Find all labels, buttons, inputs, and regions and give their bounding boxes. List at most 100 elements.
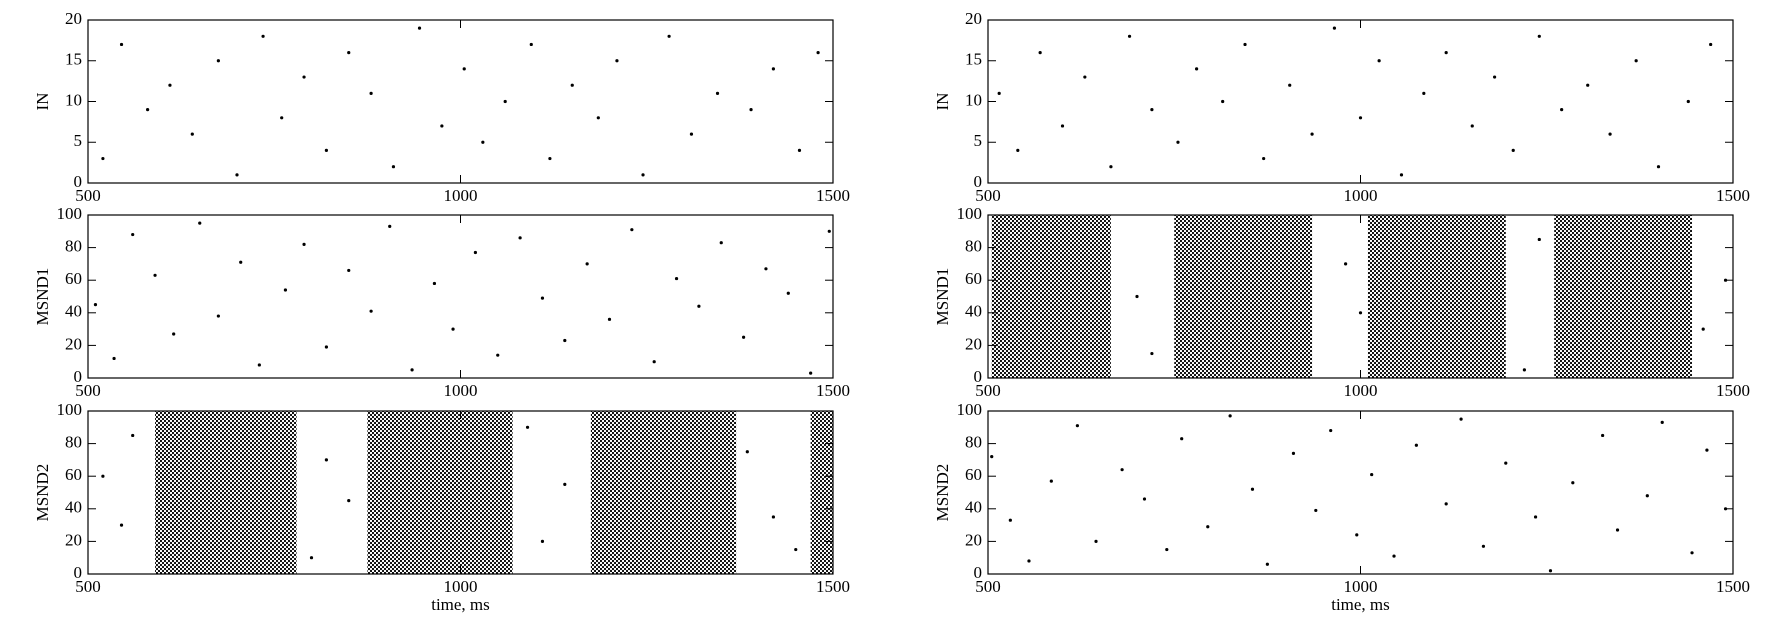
x-tick-label: 1000 xyxy=(444,381,478,400)
y-tick-label: 80 xyxy=(65,433,82,452)
spike xyxy=(809,371,813,375)
y-axis-label: MSND2 xyxy=(933,464,952,522)
y-tick-label: 15 xyxy=(65,50,82,69)
spike xyxy=(198,221,202,225)
spike xyxy=(119,523,124,527)
spike xyxy=(391,165,396,169)
spike xyxy=(816,51,820,55)
spike xyxy=(1165,547,1169,552)
spike xyxy=(1291,451,1296,455)
spike xyxy=(1656,165,1661,169)
x-tick-label: 500 xyxy=(75,186,101,205)
y-tick-label: 10 xyxy=(965,90,982,109)
y-tick-label: 5 xyxy=(974,131,983,150)
spike xyxy=(997,91,1001,95)
x-tick-label: 1500 xyxy=(1716,381,1750,400)
spike xyxy=(1370,472,1374,477)
spike xyxy=(324,458,328,462)
spike xyxy=(667,34,671,38)
x-tick-label: 500 xyxy=(975,381,1001,400)
x-tick-label: 1000 xyxy=(444,186,478,205)
spike xyxy=(112,356,116,361)
spike xyxy=(1470,124,1474,128)
spike xyxy=(1537,34,1541,38)
x-tick-label: 1000 xyxy=(444,577,478,596)
spike xyxy=(548,156,552,161)
spike xyxy=(1075,424,1079,428)
spike xyxy=(1571,481,1575,485)
spike xyxy=(529,42,533,47)
x-tick-label: 1500 xyxy=(1716,186,1750,205)
spike xyxy=(1358,311,1363,315)
x-axis-label: time, ms xyxy=(431,595,490,614)
spike xyxy=(432,281,437,286)
spike xyxy=(990,455,994,459)
spike xyxy=(417,26,422,30)
spike xyxy=(1109,165,1113,169)
y-tick-label: 0 xyxy=(74,172,83,191)
y-tick-label: 0 xyxy=(974,563,983,582)
spike xyxy=(131,433,135,438)
spike xyxy=(324,148,328,152)
spike xyxy=(749,108,753,112)
spike-burst xyxy=(1367,215,1506,378)
y-tick-label: 60 xyxy=(65,269,82,288)
x-axis-label: time, ms xyxy=(1331,595,1390,614)
spike xyxy=(1195,67,1199,71)
y-tick-label: 0 xyxy=(74,367,83,386)
y-tick-label: 60 xyxy=(965,269,982,288)
spike xyxy=(1135,294,1139,299)
spike xyxy=(1038,51,1042,55)
spike xyxy=(302,75,306,79)
spike xyxy=(257,363,261,367)
x-tick-label: 1500 xyxy=(816,186,850,205)
y-tick-label: 20 xyxy=(65,530,82,549)
spike xyxy=(1150,108,1154,112)
spike xyxy=(570,83,574,87)
spike xyxy=(101,156,105,161)
spike xyxy=(1504,461,1508,465)
y-tick-label: 60 xyxy=(65,465,82,484)
plot-frame xyxy=(87,19,834,184)
spike xyxy=(585,262,589,266)
spike xyxy=(369,309,373,313)
y-tick-label: 0 xyxy=(974,367,983,386)
spike xyxy=(1608,132,1612,136)
spike xyxy=(1221,99,1225,104)
spike xyxy=(440,124,444,128)
spike xyxy=(1560,108,1564,112)
spike xyxy=(1314,508,1318,513)
spike xyxy=(347,499,351,503)
spike xyxy=(172,332,176,336)
spike xyxy=(388,224,392,229)
y-tick-label: 40 xyxy=(965,498,982,517)
spike xyxy=(347,268,351,273)
y-axis-label: IN xyxy=(933,93,952,111)
y-tick-label: 15 xyxy=(965,50,982,69)
spike xyxy=(451,327,455,331)
spike xyxy=(1150,351,1154,356)
spike xyxy=(1537,237,1541,242)
x-tick-label: 1500 xyxy=(1716,577,1750,596)
spike xyxy=(742,335,746,339)
spike-burst xyxy=(1174,215,1313,378)
spike xyxy=(607,317,612,321)
y-axis-label: MSND1 xyxy=(933,268,952,326)
spike xyxy=(1358,116,1363,120)
y-tick-label: 80 xyxy=(65,237,82,256)
spike xyxy=(1444,51,1448,55)
spike xyxy=(1392,554,1396,558)
spike xyxy=(615,59,619,63)
plot-frame xyxy=(987,410,1734,575)
spike xyxy=(1180,437,1184,441)
spike xyxy=(697,304,701,308)
spike xyxy=(764,267,768,271)
spike xyxy=(715,91,720,95)
spike xyxy=(235,173,239,177)
spike xyxy=(596,116,600,120)
spike xyxy=(1660,420,1664,425)
spike xyxy=(1422,91,1426,95)
spike xyxy=(563,338,567,343)
